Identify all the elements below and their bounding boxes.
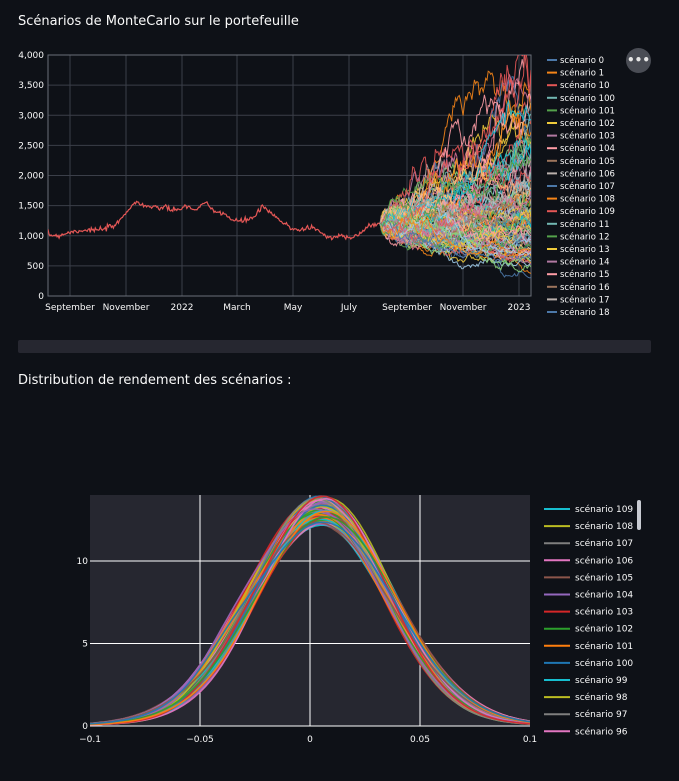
density-line bbox=[90, 495, 530, 726]
legend-label: scénario 11 bbox=[560, 219, 610, 230]
plot-frame bbox=[47, 54, 532, 297]
scenario-line bbox=[379, 219, 531, 264]
x-tick-label: November bbox=[440, 303, 487, 313]
legend-label: scénario 104 bbox=[575, 590, 633, 601]
legend-label: scénario 98 bbox=[575, 692, 628, 703]
scenario-line bbox=[379, 200, 531, 231]
x-tick-label: March bbox=[223, 303, 250, 313]
montecarlo-title: Scénarios de MonteCarlo sur le portefeui… bbox=[18, 14, 299, 29]
scenario-line bbox=[379, 217, 531, 258]
scenario-line bbox=[379, 199, 531, 255]
distribution-title: Distribution de rendement des scénarios … bbox=[18, 373, 292, 388]
scenario-line bbox=[379, 200, 531, 256]
legend-label: scénario 109 bbox=[575, 504, 633, 515]
scenario-line bbox=[379, 103, 531, 225]
legend-label: scénario 102 bbox=[560, 118, 615, 129]
legend-label: scénario 108 bbox=[560, 194, 615, 205]
legend-label: scénario 96 bbox=[575, 726, 628, 737]
legend-label: scénario 106 bbox=[560, 168, 615, 179]
legend-label: scénario 18 bbox=[560, 307, 610, 318]
legend-label: scénario 107 bbox=[560, 181, 615, 192]
legend-label: scénario 103 bbox=[560, 131, 615, 142]
scenario-line bbox=[379, 138, 531, 230]
legend-label: scénario 13 bbox=[560, 244, 610, 255]
y-tick-label: 3,500 bbox=[18, 81, 44, 91]
density-line bbox=[90, 497, 530, 726]
x-tick-label: September bbox=[45, 303, 95, 313]
legend-label: scénario 109 bbox=[560, 206, 615, 217]
density-line bbox=[90, 521, 530, 725]
legend-label: scénario 101 bbox=[560, 105, 615, 116]
density-line bbox=[90, 521, 530, 725]
legend-label: scénario 14 bbox=[560, 257, 610, 268]
y-tick-label: 2,500 bbox=[18, 141, 44, 151]
legend-scrollbar[interactable] bbox=[637, 500, 641, 530]
legend-label: scénario 101 bbox=[575, 641, 633, 652]
x-tick-label: May bbox=[284, 303, 303, 313]
legend-label: scénario 17 bbox=[560, 294, 610, 305]
montecarlo-chart[interactable]: September November 2022 March May July Septemb… bbox=[0, 40, 679, 330]
y-tick-label: 500 bbox=[27, 262, 44, 272]
legend-label: scénario 105 bbox=[575, 572, 633, 583]
more-options-icon[interactable]: ••• bbox=[626, 48, 651, 73]
legend-label: scénario 100 bbox=[575, 658, 633, 669]
legend-label: scénario 99 bbox=[575, 675, 628, 686]
legend-label: scénario 97 bbox=[575, 709, 627, 720]
x-tick-label: September bbox=[382, 303, 432, 313]
x-tick-label: 0.05 bbox=[410, 735, 430, 745]
scenario-line bbox=[379, 155, 531, 228]
divider-bar bbox=[18, 340, 651, 353]
x-tick-label: 0.1 bbox=[523, 735, 537, 745]
distribution-chart[interactable]: −0.1 −0.05 0 0.05 0.1 0 5 10 scénario 109 scénari… bbox=[0, 490, 679, 760]
legend-label: scénario 105 bbox=[560, 156, 615, 167]
y-tick-label: 0 bbox=[82, 722, 88, 732]
legend-label: scénario 106 bbox=[575, 555, 633, 566]
density-line bbox=[90, 497, 530, 726]
legend-label: scénario 108 bbox=[575, 521, 633, 532]
y-tick-label: 5 bbox=[82, 640, 88, 650]
scenario-line bbox=[379, 113, 531, 226]
legend-label: scénario 12 bbox=[560, 231, 610, 242]
scenario-line bbox=[379, 190, 531, 242]
y-tick-label: 2,000 bbox=[18, 172, 44, 182]
scenario-line bbox=[379, 55, 531, 224]
legend-label: scénario 102 bbox=[575, 624, 633, 635]
x-tick-label: 2023 bbox=[508, 303, 531, 313]
x-tick-label: −0.1 bbox=[79, 735, 101, 745]
x-tick-label: July bbox=[340, 303, 358, 313]
scenario-line bbox=[379, 223, 531, 251]
legend-label: scénario 10 bbox=[560, 80, 610, 91]
scenario-line bbox=[379, 204, 531, 271]
y-tick-label: 3,000 bbox=[18, 111, 44, 121]
legend-label: scénario 104 bbox=[560, 143, 615, 154]
scenario-line bbox=[379, 146, 531, 225]
legend-label: scénario 1 bbox=[560, 68, 604, 79]
legend-label: scénario 16 bbox=[560, 282, 610, 293]
history-line bbox=[48, 200, 381, 241]
y-tick-label: 1,500 bbox=[18, 202, 44, 212]
legend-label: scénario 100 bbox=[560, 93, 615, 104]
legend-label: scénario 15 bbox=[560, 269, 610, 280]
y-tick-label: 1,000 bbox=[18, 232, 44, 242]
scenario-line bbox=[379, 217, 531, 252]
y-tick-label: 10 bbox=[77, 557, 89, 567]
x-tick-label: −0.05 bbox=[186, 735, 214, 745]
x-tick-label: 2022 bbox=[171, 303, 194, 313]
legend-label: scénario 107 bbox=[575, 538, 633, 549]
y-tick-label: 4,000 bbox=[18, 51, 44, 61]
series-group bbox=[48, 55, 531, 279]
y-tick-label: 0 bbox=[38, 292, 44, 302]
legend-label: scénario 103 bbox=[575, 607, 633, 618]
legend-label: scénario 0 bbox=[560, 55, 604, 66]
series-group bbox=[90, 495, 530, 726]
x-tick-label: 0 bbox=[307, 735, 313, 745]
x-tick-label: November bbox=[103, 303, 150, 313]
